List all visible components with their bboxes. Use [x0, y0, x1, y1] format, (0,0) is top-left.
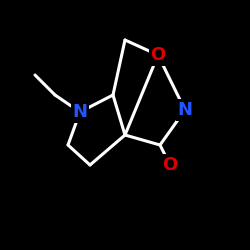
- Text: N: N: [178, 101, 192, 119]
- Text: O: O: [150, 46, 166, 64]
- Text: N: N: [72, 103, 88, 121]
- Text: O: O: [162, 156, 178, 174]
